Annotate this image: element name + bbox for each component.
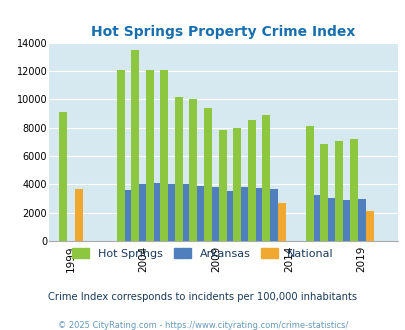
Bar <box>197 186 205 241</box>
Bar <box>241 187 249 241</box>
Text: © 2025 CityRating.com - https://www.cityrating.com/crime-statistics/: © 2025 CityRating.com - https://www.city… <box>58 321 347 330</box>
Bar <box>124 190 132 241</box>
Bar <box>247 120 255 241</box>
Bar <box>234 198 242 241</box>
Bar <box>153 183 162 241</box>
Bar <box>255 188 263 241</box>
Bar <box>183 184 190 241</box>
Bar <box>175 97 183 241</box>
Bar <box>357 199 364 241</box>
Bar <box>321 206 329 241</box>
Bar <box>162 192 169 241</box>
Bar <box>226 191 234 241</box>
Bar <box>263 201 271 241</box>
Bar <box>160 70 168 241</box>
Bar <box>132 189 141 241</box>
Bar <box>349 139 357 241</box>
Bar <box>342 200 350 241</box>
Bar <box>320 144 328 241</box>
Bar <box>220 197 228 241</box>
Bar <box>176 193 184 241</box>
Bar <box>262 115 270 241</box>
Legend: Hot Springs, Arkansas, National: Hot Springs, Arkansas, National <box>68 244 337 263</box>
Text: Crime Index corresponds to incidents per 100,000 inhabitants: Crime Index corresponds to incidents per… <box>48 292 357 302</box>
Bar <box>117 70 124 241</box>
Bar <box>205 194 213 241</box>
Bar <box>277 203 286 241</box>
Bar <box>204 108 211 241</box>
Bar <box>147 191 155 241</box>
Bar <box>328 198 336 241</box>
Bar <box>189 99 197 241</box>
Bar <box>190 194 198 241</box>
Bar <box>218 130 226 241</box>
Bar <box>350 210 358 241</box>
Bar <box>313 195 321 241</box>
Title: Hot Springs Property Crime Index: Hot Springs Property Crime Index <box>91 25 355 39</box>
Bar <box>249 201 256 241</box>
Bar <box>364 211 373 241</box>
Bar <box>139 183 147 241</box>
Bar <box>168 184 176 241</box>
Bar <box>131 50 139 241</box>
Bar <box>334 141 342 241</box>
Bar <box>145 70 153 241</box>
Bar <box>305 126 313 241</box>
Bar <box>336 208 343 241</box>
Bar <box>270 189 277 241</box>
Bar <box>232 128 241 241</box>
Bar <box>211 187 220 241</box>
Bar <box>75 188 82 241</box>
Bar <box>58 112 66 241</box>
